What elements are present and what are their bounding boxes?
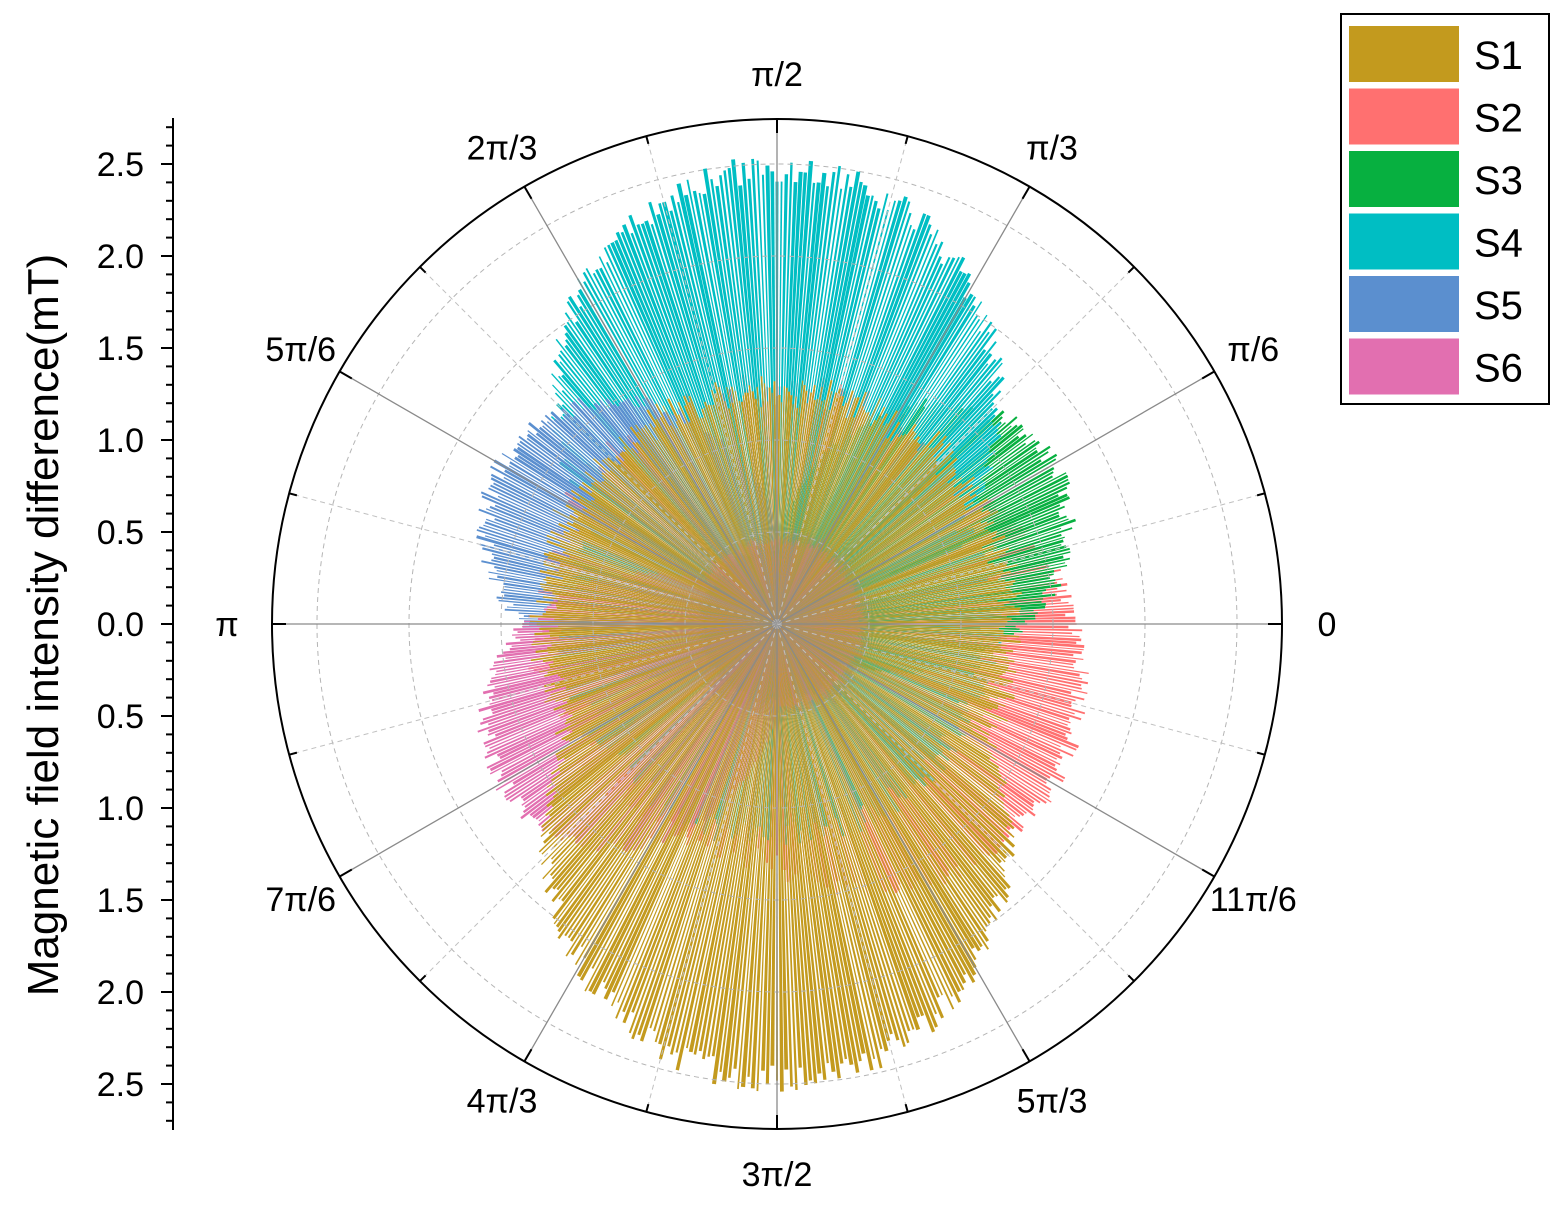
angle-label: 7π/6 — [265, 881, 336, 919]
legend-label: S5 — [1474, 284, 1523, 328]
angle-tick — [906, 136, 908, 144]
radial-tick-label: 2.0 — [97, 974, 144, 1012]
legend-label: S4 — [1474, 222, 1523, 266]
angle-tick — [420, 975, 426, 981]
angle-label: π/3 — [1026, 130, 1078, 168]
angle-tick — [1128, 267, 1134, 273]
legend-label: S1 — [1474, 34, 1523, 78]
legend-swatch — [1349, 276, 1459, 332]
legend-label: S6 — [1474, 347, 1523, 391]
radial-tick-label: 1.0 — [97, 422, 144, 460]
angle-tick — [289, 493, 297, 495]
radial-axis: 0.0 0.5 0.5 1.0 1.0 1.5 1.5 2.0 2.0 2.5 2.5 — [97, 118, 173, 1130]
radial-tick-label: 2.5 — [97, 146, 144, 184]
radial-tick-label: 1.5 — [97, 882, 144, 920]
angle-label: 5π/6 — [265, 331, 336, 369]
angle-tick — [1257, 753, 1265, 755]
y-axis-title: Magnetic field intensity difference(mT) — [19, 254, 68, 997]
angle-tick — [646, 1104, 648, 1112]
angle-tick — [340, 870, 352, 877]
legend-swatch — [1349, 26, 1459, 82]
angle-tick — [646, 136, 648, 144]
angle-label: π — [215, 606, 238, 644]
angle-label: 0 — [1318, 606, 1337, 644]
radial-tick-label: 0.5 — [97, 698, 144, 736]
legend: S1 S2 S3 S4 S5 S6 — [1341, 14, 1549, 404]
radial-tick-label: 0.5 — [97, 514, 144, 552]
radial-tick-label: 1.5 — [97, 330, 144, 368]
angle-label: 5π/3 — [1017, 1082, 1088, 1120]
legend-swatch — [1349, 151, 1459, 207]
angle-tick — [289, 753, 297, 755]
angle-label: 2π/3 — [467, 130, 538, 168]
angle-tick — [906, 1104, 908, 1112]
radial-tick-label: 2.0 — [97, 238, 144, 276]
angle-tick — [525, 187, 532, 199]
polar-grid — [272, 119, 1282, 1129]
radial-tick-label: 0.0 — [97, 606, 144, 644]
angle-tick — [340, 372, 352, 379]
legend-label: S2 — [1474, 97, 1523, 141]
radial-tick-label: 1.0 — [97, 790, 144, 828]
angle-tick — [1128, 975, 1134, 981]
angle-label: 3π/2 — [742, 1156, 813, 1194]
angle-tick — [1202, 372, 1214, 379]
legend-swatch — [1349, 339, 1459, 395]
angle-label: π/2 — [751, 56, 803, 94]
angle-tick — [1023, 1049, 1030, 1061]
legend-swatch — [1349, 214, 1459, 270]
angle-tick — [1023, 187, 1030, 199]
angle-tick — [1202, 870, 1214, 877]
legend-label: S3 — [1474, 159, 1523, 203]
series-bars-layer — [476, 159, 1089, 1092]
angle-label: 4π/3 — [467, 1082, 538, 1120]
angle-tick — [1257, 493, 1265, 495]
angle-tick — [420, 267, 426, 273]
angle-label: 11π/6 — [1210, 881, 1297, 919]
angle-label: π/6 — [1227, 331, 1279, 369]
legend-swatch — [1349, 89, 1459, 145]
angle-tick — [525, 1049, 532, 1061]
radial-tick-label: 2.5 — [97, 1066, 144, 1104]
